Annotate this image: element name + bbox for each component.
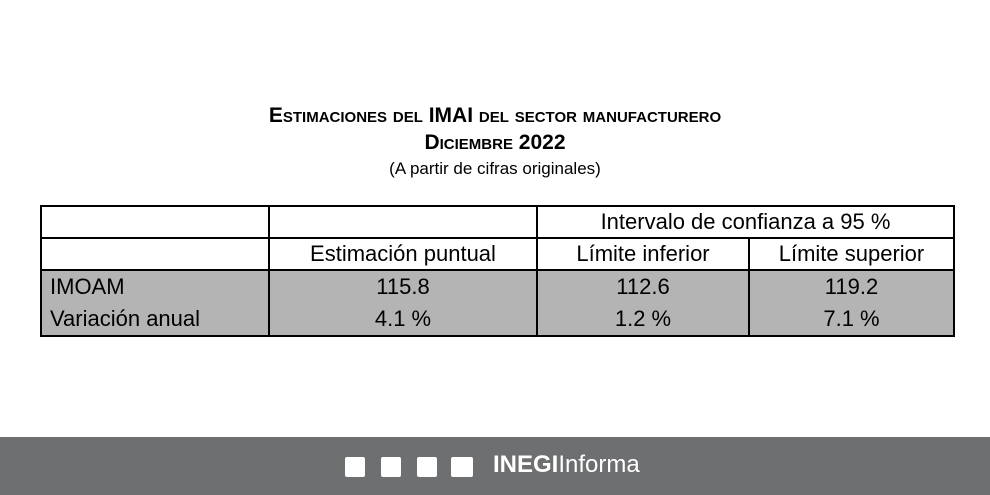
empty-cell xyxy=(268,205,538,239)
brand-suffix: Informa xyxy=(558,451,640,478)
youtube-icon[interactable] xyxy=(451,457,473,477)
brand-name: INEGI xyxy=(493,451,559,478)
column-header: Límite superior xyxy=(748,237,955,271)
column-header: Estimación puntual xyxy=(268,237,538,271)
empty-cell xyxy=(40,237,270,271)
row-label: Variación anual xyxy=(40,303,270,337)
empty-cell xyxy=(40,205,270,239)
cell: 119.2 xyxy=(748,269,955,303)
facebook-icon[interactable] xyxy=(345,457,365,477)
cell: 7.1 % xyxy=(748,303,955,337)
cell: 4.1 % xyxy=(268,303,538,337)
cell: 115.8 xyxy=(268,269,538,303)
cell: 112.6 xyxy=(536,269,750,303)
twitter-icon[interactable] xyxy=(417,457,437,477)
title: Estimaciones del IMAI del sector manufac… xyxy=(268,104,722,127)
subtitle: (A partir de cifras originales) xyxy=(389,159,601,178)
instagram-icon[interactable] xyxy=(381,457,401,477)
footer: INEGIInforma xyxy=(0,437,990,495)
column-header: Límite inferior xyxy=(536,237,750,271)
estimates-table: Intervalo de confianza a 95 % Estimación… xyxy=(40,205,955,337)
row-label: IMOAM xyxy=(40,269,270,303)
group-header: Intervalo de confianza a 95 % xyxy=(536,205,955,239)
cell: 1.2 % xyxy=(536,303,750,337)
brand[interactable]: INEGIInforma xyxy=(493,451,640,479)
period: Diciembre 2022 xyxy=(424,131,566,154)
